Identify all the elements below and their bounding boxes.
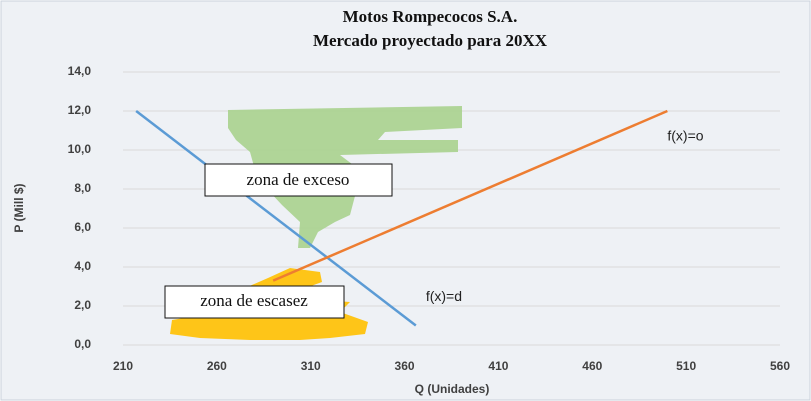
y-tick-label: 10,0 — [68, 142, 92, 156]
y-tick-label: 0,0 — [74, 337, 91, 351]
x-tick-label: 560 — [770, 359, 790, 373]
y-tick-label: 12,0 — [68, 103, 92, 117]
x-tick-label: 510 — [676, 359, 696, 373]
y-tick-label: 2,0 — [74, 298, 91, 312]
chart: Motos Rompecocos S.A. Mercado proyectado… — [0, 0, 811, 401]
y-tick-label: 8,0 — [74, 181, 91, 195]
y-tick-label: 14,0 — [68, 64, 92, 78]
x-tick-label: 210 — [113, 359, 133, 373]
x-tick-label: 360 — [395, 359, 415, 373]
chart-subtitle: Mercado proyectado para 20XX — [313, 31, 548, 50]
series-label: f(x)=d — [426, 288, 462, 304]
y-tick-label: 6,0 — [74, 220, 91, 234]
annotation: zona de exceso — [247, 170, 350, 189]
x-tick-label: 460 — [582, 359, 602, 373]
x-tick-label: 310 — [301, 359, 321, 373]
annotation: zona de escasez — [200, 291, 308, 310]
series-label: f(x)=o — [667, 128, 703, 144]
x-tick-label: 410 — [488, 359, 508, 373]
y-tick-label: 4,0 — [74, 259, 91, 273]
x-axis-title: Q (Unidades) — [415, 382, 490, 396]
y-axis-title: P (Mill $) — [12, 183, 26, 232]
chart-background — [1, 1, 810, 400]
x-tick-label: 260 — [207, 359, 227, 373]
chart-title: Motos Rompecocos S.A. — [343, 7, 518, 26]
